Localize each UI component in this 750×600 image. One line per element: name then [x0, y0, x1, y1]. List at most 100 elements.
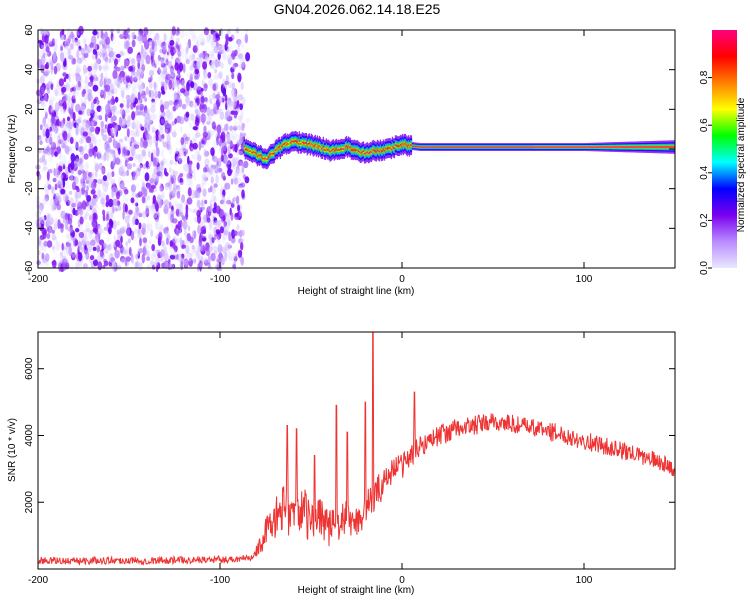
noise-speckle [169, 159, 174, 165]
noise-speckle [140, 44, 144, 55]
noise-speckle [40, 54, 46, 65]
signal-cell [641, 146, 643, 148]
noise-speckle [173, 101, 178, 106]
noise-speckle [170, 65, 174, 75]
noise-speckle [60, 99, 64, 104]
signal-cell [355, 149, 358, 152]
noise-speckle [187, 132, 191, 141]
noise-speckle [41, 48, 47, 54]
signal-cell [336, 149, 339, 151]
noise-speckle [79, 128, 84, 133]
noise-speckle [75, 158, 80, 163]
noise-speckle [79, 208, 84, 216]
noise-speckle [44, 253, 50, 262]
noise-speckle [81, 182, 87, 191]
noise-speckle [108, 213, 111, 218]
noise-speckle [72, 207, 76, 216]
signal-cell [567, 146, 569, 148]
noise-speckle [240, 81, 244, 91]
signal-cell [332, 148, 334, 150]
signal-cell [480, 146, 483, 148]
noise-speckle [195, 36, 199, 47]
noise-speckle [49, 136, 53, 145]
noise-speckle [168, 79, 173, 90]
noise-speckle [117, 205, 122, 212]
noise-speckle [194, 110, 200, 115]
noise-speckle [136, 36, 141, 42]
signal-cell [421, 146, 424, 148]
signal-cell [626, 146, 628, 148]
noise-speckle [84, 161, 89, 171]
noise-speckle [159, 126, 164, 135]
signal-cell [447, 146, 450, 148]
signal-cell [305, 142, 307, 144]
noise-speckle [141, 90, 146, 99]
noise-speckle [151, 40, 155, 50]
noise-speckle [214, 233, 217, 241]
noise-speckle [90, 101, 95, 109]
signal-cell [351, 149, 354, 151]
noise-speckle [223, 229, 229, 236]
noise-speckle [51, 191, 56, 198]
noise-speckle [86, 136, 92, 144]
signal-cell [624, 146, 626, 148]
noise-speckle [236, 125, 242, 131]
noise-speckle [88, 215, 93, 222]
signal-cell [340, 147, 343, 150]
noise-speckle [167, 233, 170, 239]
noise-speckle [114, 58, 118, 67]
signal-cell [533, 146, 536, 148]
noise-speckle [144, 231, 148, 236]
noise-speckle [182, 63, 186, 74]
noise-speckle [45, 128, 50, 139]
noise-speckle [69, 144, 75, 152]
noise-speckle [234, 93, 240, 101]
signal-cell [569, 146, 571, 148]
noise-speckle [126, 163, 133, 170]
noise-speckle [61, 57, 65, 62]
noise-speckle [89, 205, 93, 210]
signal-cell [627, 146, 629, 148]
signal-cell [563, 146, 565, 148]
noise-speckle [51, 38, 56, 47]
noise-speckle [229, 256, 232, 262]
noise-speckle [38, 49, 43, 58]
signal-cell [599, 146, 601, 148]
noise-speckle [137, 153, 143, 164]
noise-speckle [208, 170, 213, 176]
signal-cell [560, 146, 562, 148]
noise-speckle [91, 249, 96, 257]
noise-speckle [204, 55, 209, 63]
noise-speckle [127, 238, 131, 244]
noise-speckle [156, 175, 159, 184]
noise-speckle [51, 233, 57, 241]
signal-cell [389, 147, 392, 150]
noise-speckle [230, 236, 236, 244]
noise-speckle [225, 40, 229, 46]
noise-speckle [146, 223, 150, 233]
signal-cell [485, 146, 488, 148]
noise-speckle [173, 128, 176, 138]
noise-speckle [111, 188, 114, 199]
noise-speckle [121, 182, 126, 189]
noise-speckle [224, 80, 230, 85]
signal-cell [286, 142, 288, 145]
noise-speckle [216, 220, 221, 229]
noise-speckle [167, 50, 170, 60]
signal-cell [360, 151, 363, 154]
noise-speckle [141, 64, 146, 72]
signal-cell [588, 146, 590, 148]
noise-speckle [209, 108, 215, 117]
noise-speckle [141, 253, 145, 264]
signal-cell [390, 148, 393, 151]
signal-cell [600, 146, 602, 148]
noise-speckle [193, 175, 197, 181]
noise-speckle [94, 62, 98, 70]
noise-speckle [54, 183, 59, 190]
noise-speckle [212, 32, 216, 43]
noise-speckle [108, 219, 114, 227]
noise-speckle [41, 86, 45, 94]
noise-speckle [135, 166, 141, 172]
signal-cell [282, 143, 284, 146]
noise-speckle [142, 237, 148, 244]
